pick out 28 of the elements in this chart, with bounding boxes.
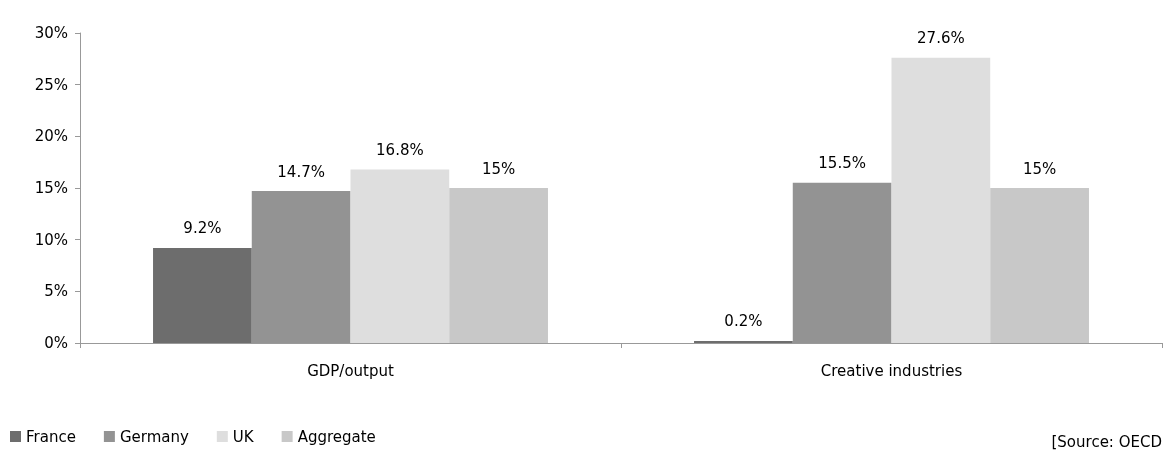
- bar: [694, 340, 793, 343]
- bar: [350, 169, 450, 343]
- data-label: 15%: [1022, 159, 1057, 178]
- bar: [891, 57, 991, 343]
- x-tick-label: GDP/output: [307, 361, 394, 380]
- y-tick-label: 5%: [44, 282, 68, 301]
- bar: [153, 247, 252, 343]
- data-label: 14.7%: [277, 162, 325, 181]
- bar: [449, 188, 548, 343]
- legend-label: France: [26, 427, 76, 446]
- data-label: 16.8%: [376, 140, 424, 159]
- legend-label: Germany: [119, 427, 189, 446]
- y-tick-label: 10%: [34, 230, 68, 249]
- y-tick-label: 15%: [34, 179, 68, 197]
- y-tick-label: 25%: [34, 75, 68, 94]
- data-label: 9.2%: [183, 219, 222, 238]
- data-label: 0.2%: [724, 312, 763, 331]
- legend-label: Aggregate: [297, 427, 376, 446]
- y-tick-label: 30%: [34, 24, 68, 42]
- y-tick-label: 0%: [44, 334, 68, 352]
- text: [Source: OECD: [1051, 432, 1163, 451]
- x-tick-label: Creative industries: [820, 361, 963, 380]
- bar: [990, 188, 1089, 343]
- data-label: 15.5%: [818, 154, 866, 173]
- y-tick-label: 20%: [34, 127, 68, 146]
- data-label: 15%: [481, 159, 516, 178]
- legend-label: UK: [232, 427, 255, 446]
- data-label: 27.6%: [917, 29, 965, 48]
